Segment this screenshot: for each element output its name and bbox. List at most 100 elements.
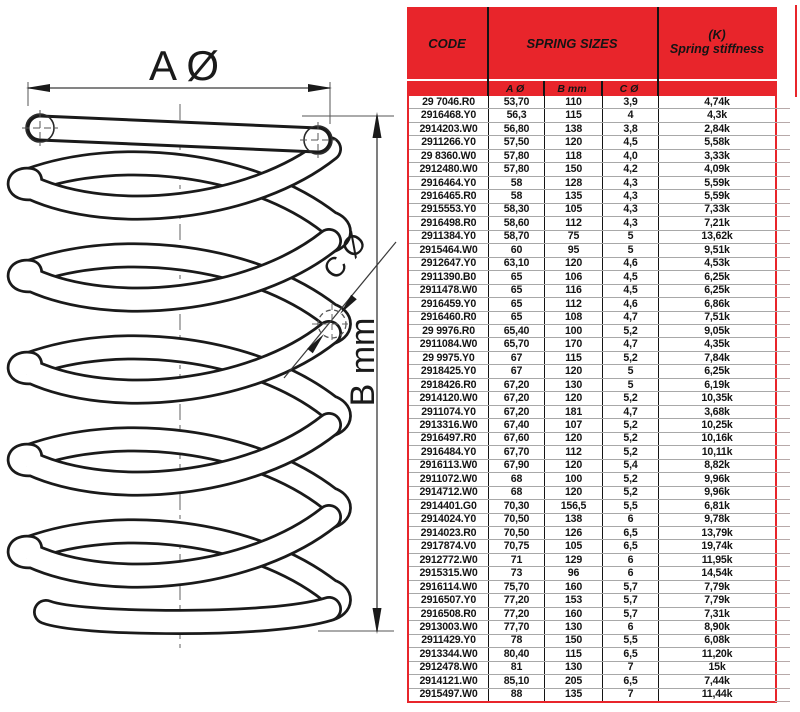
cell-c-diameter: 7 <box>603 688 659 702</box>
cell-a-diameter: 70,30 <box>489 500 545 513</box>
cell-a-diameter: 77,20 <box>489 607 545 621</box>
cell-c-diameter: 4,5 <box>603 136 659 149</box>
cell-c-diameter: 4,0 <box>603 149 659 163</box>
cell-c-diameter: 4,3 <box>603 176 659 190</box>
cell-stiffness: 7,33k <box>704 203 730 216</box>
cell-code: 2914401.G0 <box>409 500 489 513</box>
table-row: 2916113.W0 67,90 120 5,4 8,82k <box>409 458 790 474</box>
table-row: 2911478.W0 65 116 4,5 6,25k <box>409 283 790 299</box>
cell-a-diameter: 65,40 <box>489 324 545 338</box>
cell-c-diameter: 4,7 <box>603 338 659 351</box>
cell-c-diameter: 5 <box>603 230 659 244</box>
table-row: 2915315.W0 73 96 6 14,54k <box>409 566 790 582</box>
cell-c-diameter: 4,5 <box>603 271 659 284</box>
cell-stiffness: 11,20k <box>701 647 733 660</box>
cell-a-diameter: 56,3 <box>489 109 545 122</box>
cell-a-diameter: 60 <box>489 244 545 257</box>
cell-a-diameter: 67,20 <box>489 392 545 405</box>
table-row: 2913316.W0 67,40 107 5,2 10,25k <box>409 418 790 434</box>
cell-b-length: 130 <box>545 378 603 392</box>
cell-c-diameter: 5,2 <box>603 473 659 486</box>
table-row: 2911384.Y0 58,70 75 5 13,62k <box>409 229 790 245</box>
table-body: 29 7046.R0 53,70 110 3,9 4,74k 2916468.Y0 56,3… <box>407 96 790 703</box>
cell-stiffness: 8,82k <box>704 459 730 472</box>
table-row: 2912647.Y0 63,10 120 4,6 4,53k <box>409 256 790 272</box>
table-row: 2916468.Y0 56,3 115 4 4,3k <box>409 108 790 124</box>
dim-b-arrow-bottom <box>372 608 382 634</box>
table-row: 2911084.W0 65,70 170 4,7 4,35k <box>409 337 790 353</box>
cell-code: 2916459.Y0 <box>409 298 489 311</box>
cell-stiffness: 6,19k <box>704 378 730 391</box>
cell-b-length: 135 <box>545 190 603 203</box>
cell-stiffness: 9,96k <box>704 472 730 485</box>
cell-b-length: 120 <box>545 365 603 378</box>
cell-b-length: 112 <box>545 446 603 459</box>
cell-stiffness: 3,68k <box>704 405 730 418</box>
dim-b-arrow-top <box>372 112 382 138</box>
cell-code: 2911266.Y0 <box>409 136 489 149</box>
table-row: 2916459.Y0 65 112 4,6 6,86k <box>409 297 790 313</box>
cell-stiffness: 13,79k <box>701 526 733 539</box>
cell-c-diameter: 4,5 <box>603 284 659 298</box>
table-row: 29 7046.R0 53,70 110 3,9 4,74k <box>409 96 790 110</box>
cell-code: 2916468.Y0 <box>409 109 489 122</box>
cell-code: 2916113.W0 <box>409 459 489 473</box>
cell-a-diameter: 65,70 <box>489 338 545 351</box>
cell-c-diameter: 5 <box>603 365 659 378</box>
cell-c-diameter: 5,2 <box>603 324 659 338</box>
cell-b-length: 160 <box>545 580 603 594</box>
cell-c-diameter: 6,5 <box>603 648 659 661</box>
cell-a-diameter: 67,20 <box>489 405 545 419</box>
cell-b-length: 120 <box>545 392 603 405</box>
cell-c-diameter: 5,2 <box>603 486 659 500</box>
cell-code: 2916464.Y0 <box>409 176 489 190</box>
cell-c-diameter: 4,2 <box>603 163 659 176</box>
cell-a-diameter: 68 <box>489 486 545 500</box>
cell-a-diameter: 65 <box>489 271 545 284</box>
cell-code: 2911084.W0 <box>409 338 489 351</box>
cell-b-length: 115 <box>545 109 603 122</box>
cell-c-diameter: 4,6 <box>603 298 659 311</box>
dimension-b: B mm <box>302 112 394 634</box>
cell-stiffness: 7,31k <box>704 607 730 620</box>
cell-c-diameter: 3,9 <box>603 96 659 109</box>
cell-code: 2915553.Y0 <box>409 203 489 217</box>
cell-c-diameter: 6 <box>603 567 659 580</box>
subheader-b-length: B mm <box>557 82 587 95</box>
table-row: 2915553.Y0 58,30 105 4,3 7,33k <box>409 202 790 218</box>
table-row: 2916484.Y0 67,70 112 5,2 10,11k <box>409 445 790 461</box>
cell-c-diameter: 5,2 <box>603 432 659 446</box>
cell-b-length: 115 <box>545 351 603 365</box>
spring-table: CODE SPRING SIZES (K) Spring stiffness A… <box>407 5 797 703</box>
cell-code: 2912772.W0 <box>409 553 489 567</box>
cell-c-diameter: 5,2 <box>603 446 659 459</box>
cell-b-length: 160 <box>545 607 603 621</box>
cell-b-length: 107 <box>545 419 603 432</box>
cell-a-diameter: 77,70 <box>489 621 545 634</box>
header-divider <box>407 79 777 81</box>
cell-code: 2914023.R0 <box>409 527 489 540</box>
spring-diagram: A Ø B mm C Ø <box>6 42 397 648</box>
table-row: 2918425.Y0 67 120 5 6,25k <box>409 364 790 380</box>
cell-c-diameter: 4,3 <box>603 217 659 230</box>
cell-b-length: 130 <box>545 621 603 634</box>
cell-a-diameter: 67 <box>489 351 545 365</box>
cell-a-diameter: 65 <box>489 284 545 298</box>
cell-stiffness: 6,86k <box>704 297 730 310</box>
cell-b-length: 100 <box>545 473 603 486</box>
cell-a-diameter: 58 <box>489 176 545 190</box>
cell-stiffness: 9,05k <box>704 324 730 337</box>
cell-c-diameter: 4,7 <box>603 405 659 419</box>
cell-stiffness: 19,74k <box>701 540 733 553</box>
cell-code: 2911384.Y0 <box>409 230 489 244</box>
header-stiffness: (K) Spring stiffness <box>657 28 777 56</box>
cell-stiffness: 7,51k <box>704 311 730 324</box>
dim-b-label: B mm <box>344 318 382 407</box>
cell-code: 2916484.Y0 <box>409 446 489 459</box>
cell-c-diameter: 6,5 <box>603 675 659 688</box>
header-stiffness-line1: (K) <box>708 28 726 42</box>
table-row: 2913003.W0 77,70 130 6 8,90k <box>409 620 790 636</box>
cell-stiffness: 9,51k <box>704 243 730 256</box>
cell-stiffness: 4,3k <box>707 109 727 122</box>
